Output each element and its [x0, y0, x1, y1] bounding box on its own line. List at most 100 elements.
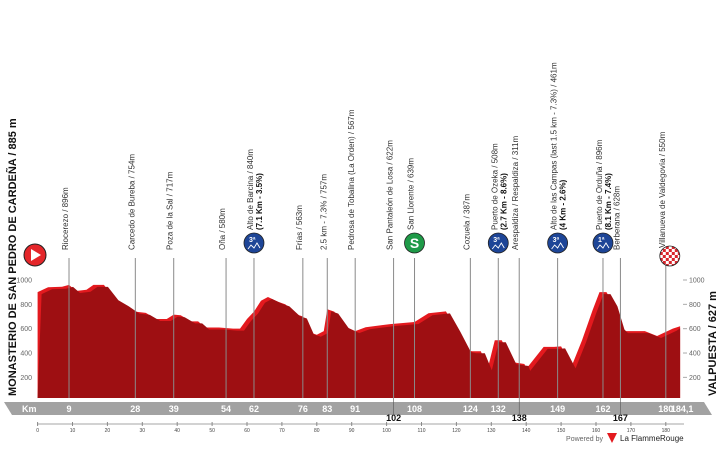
- waypoint-label: Puerto de Orduña / 896m: [595, 139, 604, 230]
- svg-text:1ª: 1ª: [598, 237, 605, 244]
- km-label: 76: [298, 404, 308, 414]
- waypoint-label: Carcedo de Bureba / 754m: [127, 154, 136, 250]
- start-icon: [23, 243, 47, 267]
- x-tick-label: 180: [662, 428, 671, 434]
- waypoint: Arespaldiza / Respaldiza / 311m: [511, 136, 520, 398]
- start-label: MONASTERIO DE SAN PEDRO DE CARDEÑA / 885…: [6, 118, 19, 396]
- km-label: 54: [221, 404, 231, 414]
- climb-detail: (4 Km - 2.6%): [559, 179, 568, 230]
- waypoint-label: Alto de las Campas (last 1.5 km - 7.3%) …: [550, 62, 559, 230]
- x-tick-label: 110: [418, 428, 426, 434]
- km-label: 91: [350, 404, 360, 414]
- kom-icon: 3ª: [243, 232, 265, 254]
- waypoint-label: Cozuela / 387m: [462, 194, 471, 250]
- x-tick-label: 40: [174, 428, 180, 434]
- waypoint-label: Riocerezo / 896m: [61, 187, 70, 250]
- waypoint: Riocerezo / 896m: [61, 187, 70, 398]
- finish-flag-icon: [659, 245, 681, 267]
- km-label: 9: [67, 404, 72, 414]
- y-tick-label: 800: [689, 302, 701, 309]
- waypoint: Oña / 580m: [218, 208, 227, 398]
- svg-text:3ª: 3ª: [553, 237, 560, 244]
- waypoint-label: Villanueva de Valdegovía / 550m: [658, 131, 667, 248]
- x-axis-ticks: 0 10 20 30 40 50 60 70 80 90 100 110 120 130 140 150 160…: [36, 422, 670, 434]
- y-tick-label: 600: [20, 326, 32, 333]
- waypoint-label: Arespaldiza / Respaldiza / 311m: [511, 136, 520, 250]
- finish-label: VALPUESTA / 627 m: [707, 291, 719, 396]
- km-label: 124: [463, 404, 478, 414]
- waypoint: San Llorente / 639m S: [404, 158, 425, 398]
- km-label: 138: [512, 413, 527, 423]
- climb-detail: (7.1 Km - 3.5%): [255, 173, 264, 230]
- x-tick-label: 170: [627, 428, 636, 434]
- kom-icon: 3ª: [547, 232, 569, 254]
- waypoint-label: 2.5 km - 7.3% / 757m: [319, 174, 328, 250]
- kom-icon: 1ª: [592, 232, 614, 254]
- waypoint-label: San Pantaleón de Losa / 622m: [386, 140, 395, 250]
- waypoint-label: Frías / 563m: [295, 205, 304, 250]
- svg-text:La FlammeRouge: La FlammeRouge: [620, 434, 684, 443]
- waypoint: Alto de las Campas (last 1.5 km - 7.3%) …: [547, 62, 569, 398]
- waypoint: Cozuela / 387m: [462, 194, 471, 398]
- y-tick-label: 400: [20, 351, 32, 358]
- y-tick-label: 200: [689, 375, 701, 382]
- km-bar-label: Km: [22, 404, 37, 414]
- km-label: 62: [249, 404, 259, 414]
- y-tick-label: 400: [689, 351, 701, 358]
- km-label: 149: [550, 404, 565, 414]
- x-tick-label: 0: [36, 428, 39, 434]
- km-label: 39: [169, 404, 179, 414]
- x-tick-label: 130: [487, 428, 496, 434]
- x-tick-label: 150: [557, 428, 566, 434]
- waypoint-label: Pedrosa de Tobalina (La Orden) / 567m: [347, 109, 356, 250]
- powered-by: Powered by: [566, 436, 603, 443]
- x-tick-label: 20: [105, 428, 111, 434]
- waypoint: Berberana / 628m: [612, 186, 621, 398]
- km-label: 162: [595, 404, 610, 414]
- waypoint-label: Puerto de Ozeka / 508m: [490, 143, 499, 230]
- waypoint: Carcedo de Bureba / 754m: [127, 154, 136, 398]
- waypoint: San Pantaleón de Losa / 622m: [386, 140, 395, 398]
- waypoint: 2.5 km - 7.3% / 757m: [319, 174, 328, 398]
- waypoint: Villanueva de Valdegovía / 550m: [658, 131, 681, 398]
- x-tick-label: 90: [349, 428, 355, 434]
- x-tick-label: 80: [314, 428, 320, 434]
- y-tick-label: 200: [20, 375, 32, 382]
- total-km-label: 184,1: [671, 404, 694, 414]
- climb-detail: (2.7 Km - 8.6%): [499, 173, 508, 230]
- svg-text:S: S: [410, 235, 419, 251]
- svg-text:3ª: 3ª: [493, 237, 500, 244]
- waypoint: Poza de la Sal / 717m: [166, 171, 175, 398]
- waypoint-label: Berberana / 628m: [612, 186, 621, 250]
- x-tick-label: 140: [522, 428, 531, 434]
- x-tick-label: 70: [279, 428, 285, 434]
- x-tick-label: 30: [140, 428, 146, 434]
- waypoint-label: Alto de Barcina / 840m: [246, 149, 255, 230]
- waypoints: Riocerezo / 896m Carcedo de Bureba / 754m…: [61, 62, 681, 398]
- km-label: 132: [491, 404, 506, 414]
- km-label: 167: [613, 413, 628, 423]
- waypoint: Pedrosa de Tobalina (La Orden) / 567m: [347, 109, 356, 398]
- x-tick-label: 10: [70, 428, 76, 434]
- x-tick-label: 50: [209, 428, 215, 434]
- x-tick-label: 100: [382, 428, 391, 434]
- waypoint-label: Oña / 580m: [218, 208, 227, 250]
- flammerouge-logo: La FlammeRouge: [607, 433, 684, 443]
- x-tick-label: 60: [244, 428, 250, 434]
- waypoint: Alto de Barcina / 840m (7.1 Km - 3.5%) 3ª: [243, 149, 265, 398]
- svg-text:3ª: 3ª: [249, 237, 256, 244]
- waypoint: Puerto de Ozeka / 508m (2.7 Km - 8.6%) 3ª: [487, 143, 509, 398]
- y-tick-label: 800: [20, 302, 32, 309]
- climb-detail: (8.1 Km - 7.4%): [604, 173, 613, 230]
- waypoint-label: Poza de la Sal / 717m: [166, 171, 175, 250]
- km-label: 108: [407, 404, 422, 414]
- x-tick-label: 120: [452, 428, 461, 434]
- km-label: 28: [130, 404, 140, 414]
- y-tick-label: 1000: [689, 278, 705, 285]
- km-label: 83: [322, 404, 332, 414]
- y-tick-label: 600: [689, 326, 701, 333]
- waypoint: Frías / 563m: [295, 205, 304, 398]
- km-label: 180: [658, 404, 673, 414]
